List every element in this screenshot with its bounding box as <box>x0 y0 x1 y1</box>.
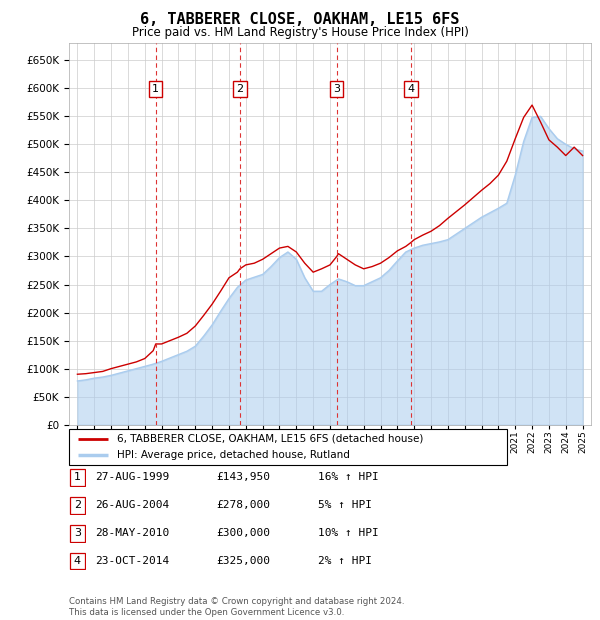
Text: £143,950: £143,950 <box>216 472 270 482</box>
Text: 23-OCT-2014: 23-OCT-2014 <box>95 556 169 566</box>
FancyBboxPatch shape <box>70 525 85 542</box>
Text: 2: 2 <box>74 500 81 510</box>
Text: 1: 1 <box>152 84 159 94</box>
Text: 4: 4 <box>74 556 81 566</box>
FancyBboxPatch shape <box>70 497 85 513</box>
Text: 10% ↑ HPI: 10% ↑ HPI <box>318 528 379 538</box>
Text: 2: 2 <box>236 84 244 94</box>
FancyBboxPatch shape <box>69 429 507 465</box>
Text: 27-AUG-1999: 27-AUG-1999 <box>95 472 169 482</box>
Text: Price paid vs. HM Land Registry's House Price Index (HPI): Price paid vs. HM Land Registry's House … <box>131 26 469 39</box>
Text: 28-MAY-2010: 28-MAY-2010 <box>95 528 169 538</box>
Text: 4: 4 <box>407 84 415 94</box>
Text: 3: 3 <box>333 84 340 94</box>
Text: 3: 3 <box>74 528 81 538</box>
Text: 1: 1 <box>74 472 81 482</box>
Text: 6, TABBERER CLOSE, OAKHAM, LE15 6FS (detached house): 6, TABBERER CLOSE, OAKHAM, LE15 6FS (det… <box>117 434 424 444</box>
Text: 6, TABBERER CLOSE, OAKHAM, LE15 6FS: 6, TABBERER CLOSE, OAKHAM, LE15 6FS <box>140 12 460 27</box>
FancyBboxPatch shape <box>70 469 85 486</box>
Text: £278,000: £278,000 <box>216 500 270 510</box>
Text: 16% ↑ HPI: 16% ↑ HPI <box>318 472 379 482</box>
Text: £325,000: £325,000 <box>216 556 270 566</box>
Text: 26-AUG-2004: 26-AUG-2004 <box>95 500 169 510</box>
FancyBboxPatch shape <box>70 553 85 569</box>
Text: 5% ↑ HPI: 5% ↑ HPI <box>318 500 372 510</box>
Text: 2% ↑ HPI: 2% ↑ HPI <box>318 556 372 566</box>
Text: £300,000: £300,000 <box>216 528 270 538</box>
Text: Contains HM Land Registry data © Crown copyright and database right 2024.
This d: Contains HM Land Registry data © Crown c… <box>69 598 404 617</box>
Text: HPI: Average price, detached house, Rutland: HPI: Average price, detached house, Rutl… <box>117 450 350 460</box>
